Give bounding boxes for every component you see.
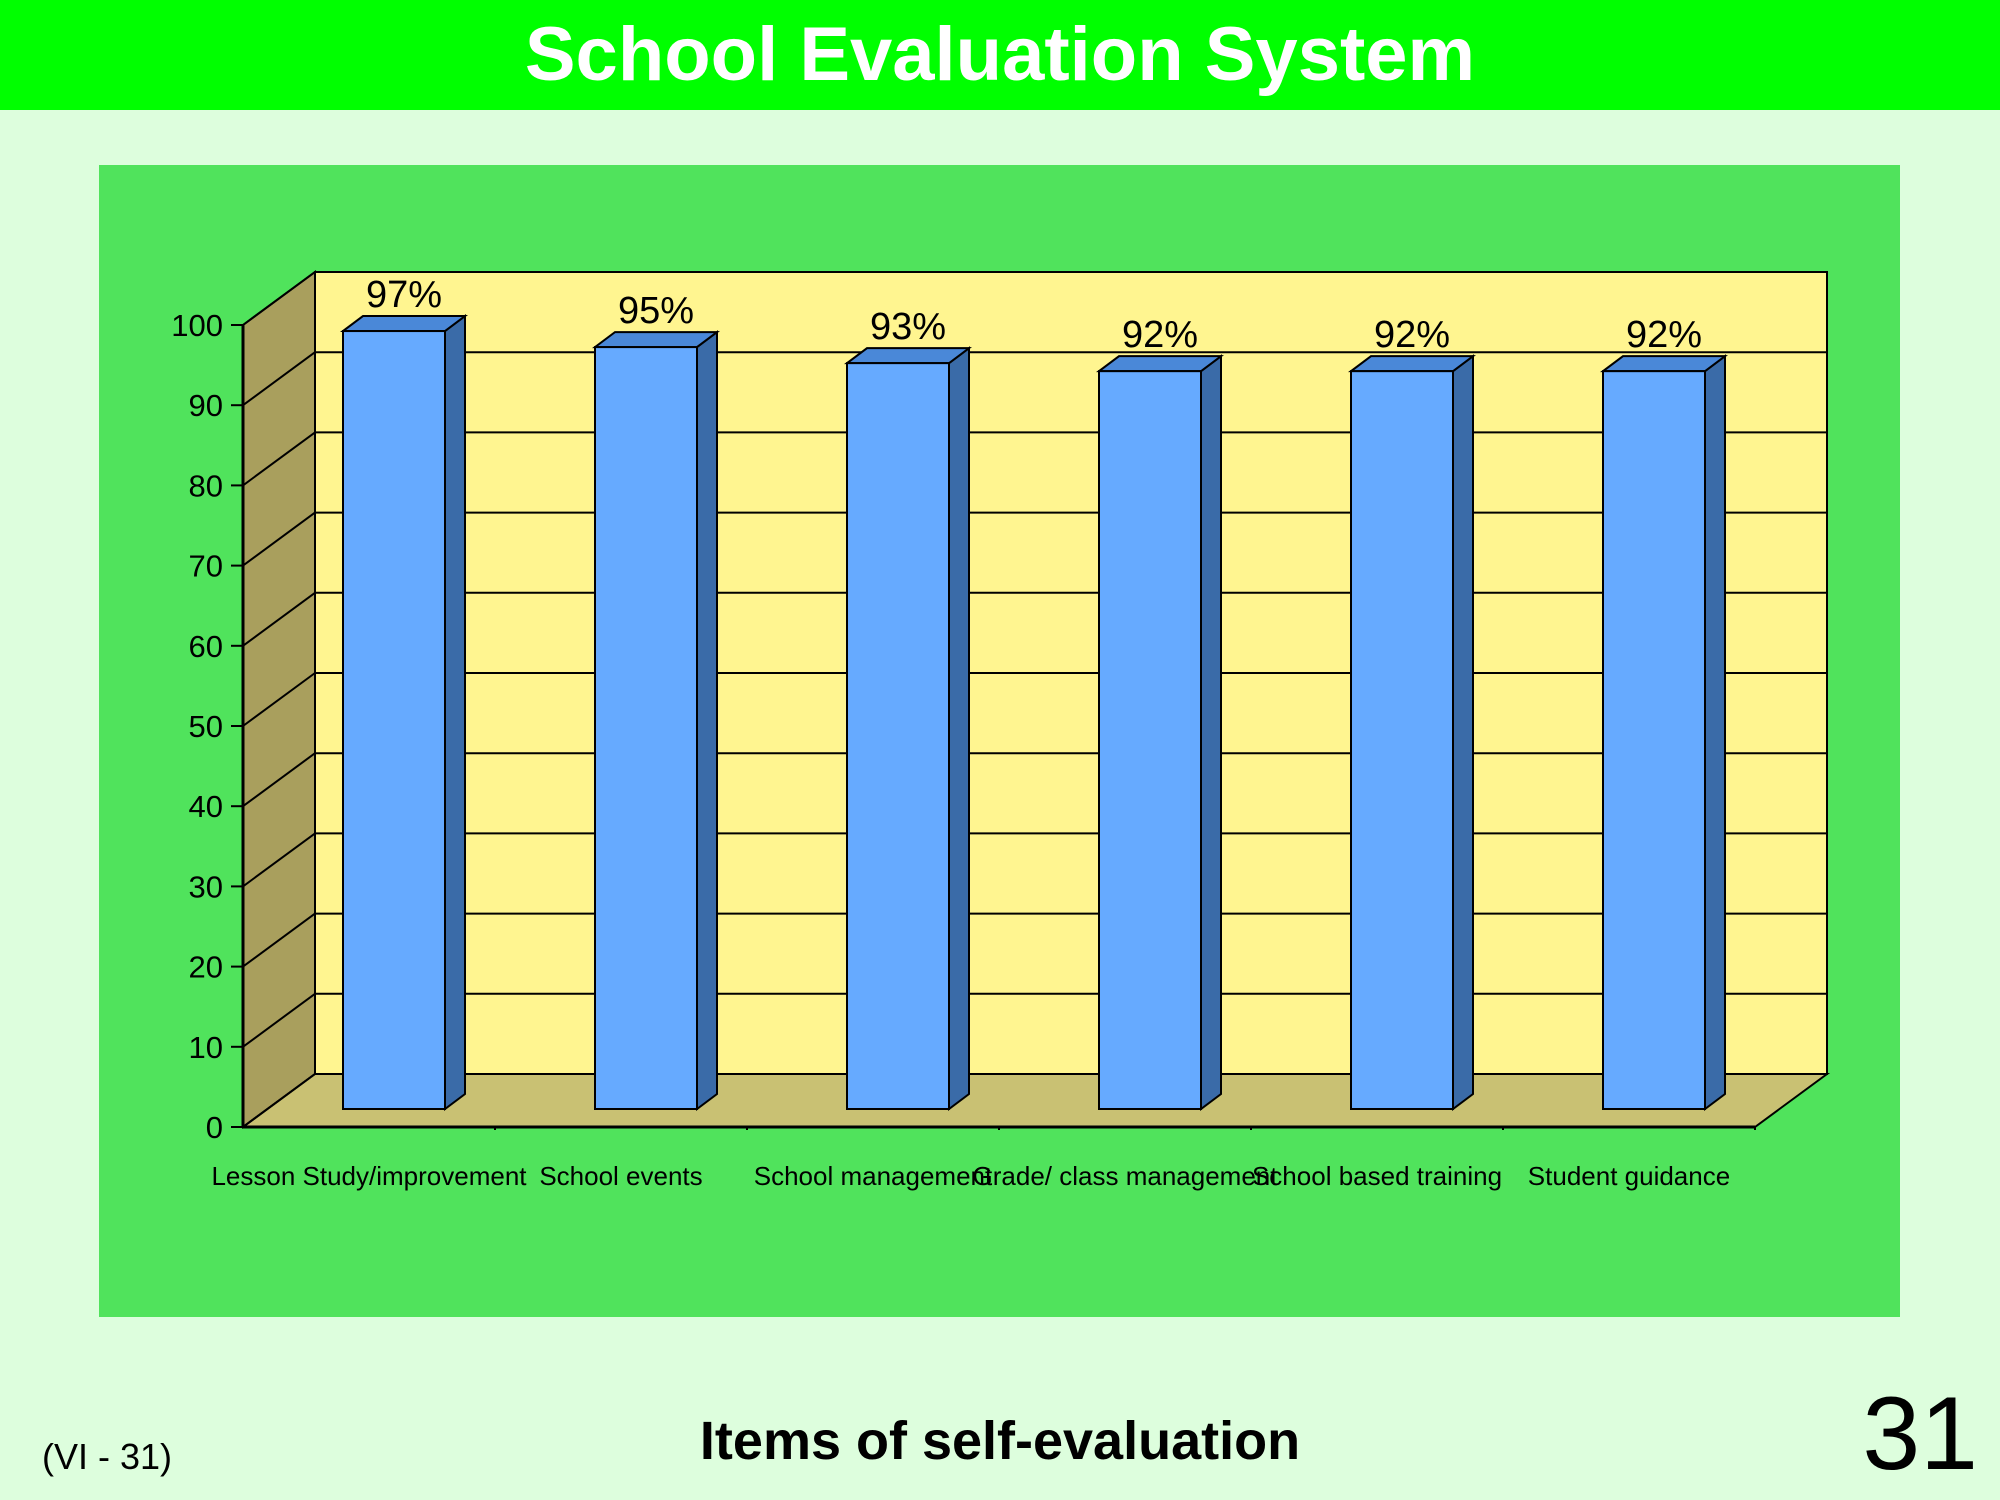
y-tick-label: 20 — [189, 950, 223, 985]
bar-top — [1348, 355, 1476, 373]
y-tick-label: 100 — [171, 308, 223, 343]
side-gridline — [242, 591, 316, 647]
x-tick-label: Grade/ class management — [973, 1161, 1279, 1191]
side-gridline — [242, 351, 316, 407]
bar-top — [1600, 355, 1728, 373]
y-tick-label: 40 — [189, 789, 223, 824]
bar-side — [1704, 354, 1726, 1111]
data-label: 92% — [1626, 314, 1702, 356]
y-tick-label: 70 — [189, 549, 223, 584]
title-bar — [0, 0, 2000, 110]
y-tick-label: 50 — [189, 709, 223, 744]
side-gridline — [242, 431, 316, 487]
x-tick-label: Lesson Study/improvement — [211, 1161, 527, 1191]
plot-floor — [239, 1073, 1831, 1128]
y-tick-label: 0 — [206, 1110, 223, 1145]
bar-side — [948, 346, 970, 1111]
side-gridline — [242, 511, 316, 567]
bar-top — [592, 331, 720, 349]
y-tick-label: 10 — [189, 1030, 223, 1065]
x-tick-label: School management — [754, 1161, 993, 1191]
bar-side — [444, 314, 466, 1111]
y-tick-label: 60 — [189, 629, 223, 664]
y-tick-label: 90 — [189, 388, 223, 423]
bar — [846, 362, 950, 1110]
side-gridline — [242, 912, 316, 968]
x-tick-label: School based training — [1252, 1161, 1502, 1191]
y-tick-label: 80 — [189, 468, 223, 503]
slide-reference: (VI - 31) — [42, 1436, 173, 1477]
bar — [1602, 370, 1706, 1111]
bar — [1350, 370, 1454, 1111]
side-gridline — [242, 271, 316, 326]
bar-side — [1452, 354, 1474, 1111]
side-gridline — [242, 992, 316, 1048]
x-tick-label: School events — [539, 1161, 702, 1191]
chart-caption: Items of self-evaluation — [699, 1411, 1301, 1471]
side-gridline — [242, 672, 316, 727]
x-tick-label: Student guidance — [1528, 1161, 1730, 1191]
slide-title: School Evaluation System — [524, 12, 1476, 97]
bar — [594, 346, 698, 1111]
bar-top — [1096, 355, 1224, 373]
side-gridline — [242, 1073, 316, 1128]
page-number: 31 — [1862, 1376, 1978, 1492]
data-label: 92% — [1374, 314, 1450, 356]
side-gridline — [242, 752, 316, 808]
bar-side — [1200, 354, 1222, 1111]
bar-side — [696, 330, 718, 1111]
bar — [1098, 370, 1202, 1111]
bar-top — [340, 315, 468, 333]
side-gridline — [242, 832, 316, 888]
data-label: 93% — [870, 306, 946, 348]
bar — [342, 330, 446, 1110]
bar-top — [844, 347, 972, 365]
data-label: 92% — [1122, 314, 1198, 356]
data-label: 97% — [366, 274, 442, 316]
data-label: 95% — [618, 290, 694, 332]
y-tick-label: 30 — [189, 869, 223, 904]
